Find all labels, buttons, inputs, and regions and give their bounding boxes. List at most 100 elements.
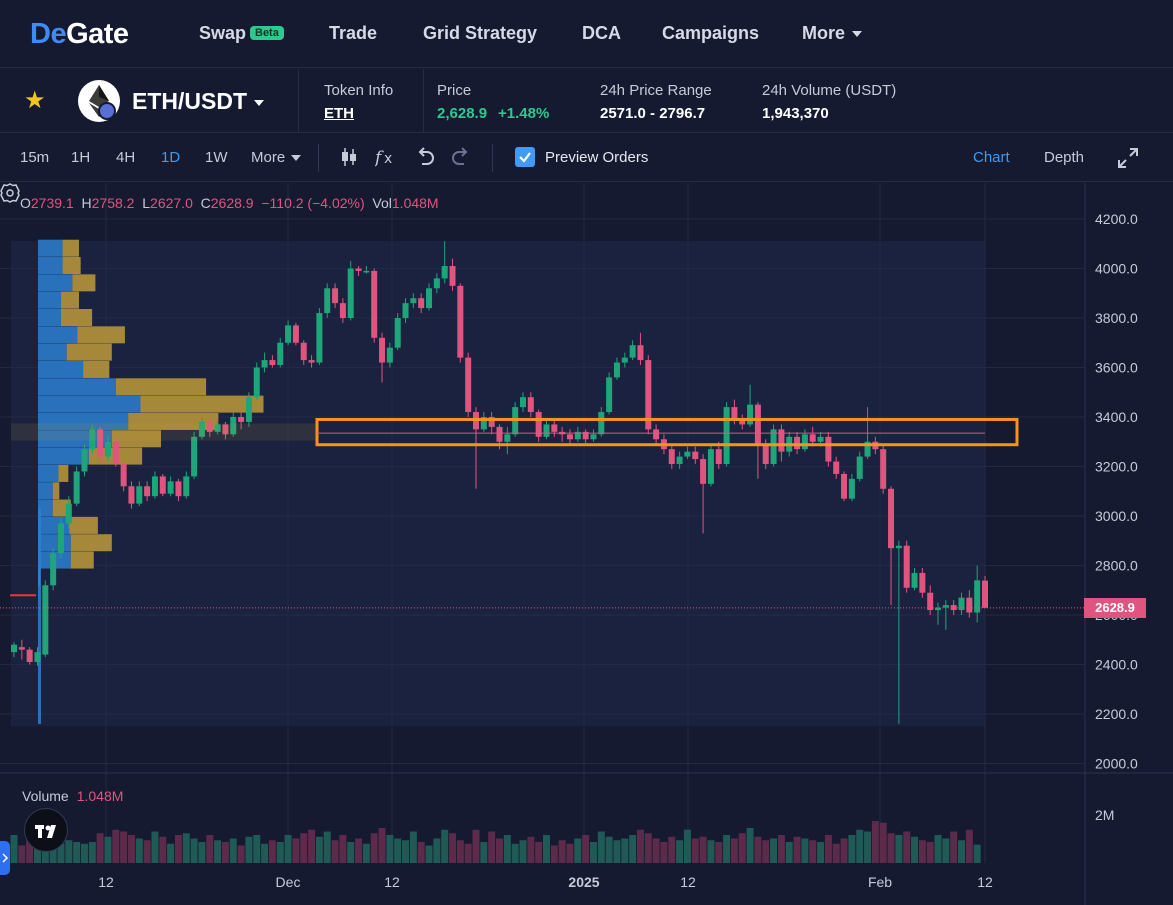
timeframe-1w[interactable]: 1W: [205, 149, 228, 166]
candle-body: [183, 476, 190, 497]
candle-body: [222, 424, 229, 435]
token-info-link[interactable]: ETH: [324, 105, 354, 122]
candle-body: [136, 486, 143, 504]
timeframe-1d[interactable]: 1D: [161, 149, 181, 166]
volume-profile-buy-bar: [38, 412, 129, 430]
candle-body: [433, 278, 440, 289]
volume-bar: [472, 829, 480, 863]
volume-bar: [355, 838, 363, 863]
volume-bar: [456, 840, 464, 863]
volume-bar: [159, 836, 167, 863]
nav-trade[interactable]: Trade: [329, 23, 378, 43]
candle-body: [723, 407, 730, 465]
candle-body: [621, 357, 628, 363]
divider: [423, 69, 424, 133]
volume-bar: [636, 829, 644, 863]
volume-bar: [801, 838, 809, 863]
candle-body: [527, 397, 534, 413]
candle-body: [449, 266, 456, 286]
side-panel-toggle[interactable]: [0, 841, 10, 875]
volume-bar: [362, 843, 370, 863]
volume-bar: [308, 829, 316, 863]
degate-logo[interactable]: DeGate: [30, 18, 129, 50]
candle-body: [167, 481, 174, 494]
volume-bar: [527, 836, 535, 863]
token-info-label: Token Info: [324, 82, 394, 99]
svg-text:x: x: [384, 151, 392, 167]
candle-body: [927, 592, 934, 611]
candle-body: [637, 345, 644, 361]
view-chart-button[interactable]: Chart: [973, 149, 1010, 166]
fullscreen-icon[interactable]: [1117, 147, 1139, 169]
volume-profile-buy-bar: [38, 309, 61, 326]
volume-profile-sell-bar: [66, 343, 112, 361]
candle-body: [676, 456, 683, 465]
timeframe-1h[interactable]: 1H: [71, 149, 91, 166]
candle-body: [89, 429, 96, 450]
candlestick-chart[interactable]: 4200.0 4000.0 3800.0 3600.0 3400.0 3200.0 3000…: [0, 183, 1173, 905]
redo-icon[interactable]: [451, 146, 471, 168]
nav-campaigns[interactable]: Campaigns: [662, 23, 760, 43]
price-range: 2571.0 - 2796.7: [600, 105, 706, 122]
nav-swap[interactable]: Swap: [199, 23, 247, 43]
candlestick-type-icon[interactable]: [340, 146, 358, 168]
tradingview-logo[interactable]: [24, 808, 68, 852]
volume-bar: [864, 831, 872, 863]
price-chart[interactable]: 4200.0 4000.0 3800.0 3600.0 3400.0 3200.0 3000…: [0, 183, 1173, 905]
volume-profile-buy-bar: [38, 482, 53, 500]
volume-bar: [402, 840, 410, 863]
volume-bar: [441, 829, 449, 863]
candle-body: [903, 545, 910, 588]
candle-body: [457, 285, 464, 358]
volume-bar: [699, 836, 707, 863]
volume-bar: [550, 845, 558, 863]
y-tick-label: 3800.0: [1095, 310, 1138, 326]
nav-dca[interactable]: DCA: [582, 23, 621, 43]
volume-profile-sell-bar: [60, 291, 79, 309]
undo-icon[interactable]: [415, 146, 435, 168]
volume-profile-sell-bar: [77, 326, 125, 344]
view-depth-button[interactable]: Depth: [1044, 149, 1085, 166]
volume-profile-buy-bar: [38, 464, 59, 482]
candle-body: [308, 360, 315, 363]
volume-bar: [276, 842, 284, 863]
x-tick-label: 2025: [568, 874, 599, 890]
volume-bar: [151, 831, 159, 863]
nav-more[interactable]: More: [802, 23, 863, 44]
pair-selector[interactable]: ETH/USDT: [132, 88, 264, 115]
candle-body: [371, 270, 378, 338]
preview-orders-label[interactable]: Preview Orders: [545, 149, 649, 166]
candle-body: [707, 449, 714, 484]
volume-bar: [903, 831, 911, 863]
candle-body: [42, 585, 49, 655]
nav-grid-strategy[interactable]: Grid Strategy: [423, 23, 538, 43]
volume-bar: [417, 842, 425, 863]
candle-body: [543, 424, 550, 437]
volume-bar: [621, 838, 629, 863]
ohlc-legend: O2739.1 H2758.2 L2627.0 C2628.9 −110.2 (…: [20, 195, 439, 211]
timeframe-more[interactable]: More: [251, 149, 302, 166]
timeframe-15m[interactable]: 15m: [20, 149, 50, 166]
volume-bar: [96, 833, 104, 863]
volume-bar: [221, 842, 229, 863]
candle-body: [935, 607, 942, 611]
candle-body: [269, 360, 276, 366]
candle-body: [410, 298, 417, 304]
chevron-down-icon: [291, 155, 302, 162]
favorite-star-icon[interactable]: ★: [24, 87, 46, 114]
volume-bar: [887, 833, 895, 863]
candle-body: [332, 288, 339, 304]
candle-body: [57, 523, 64, 554]
candle-body: [731, 407, 738, 420]
preview-orders-checkbox[interactable]: [515, 147, 535, 167]
volume-bar: [182, 833, 190, 863]
volume-profile-tail: [38, 508, 41, 724]
timeframe-4h[interactable]: 4H: [116, 149, 136, 166]
volume-bar: [488, 831, 496, 863]
volume-profile-buy-bar: [38, 499, 53, 517]
chart-settings-gear-icon[interactable]: [0, 183, 20, 203]
candle-body: [426, 288, 433, 309]
candle-body: [97, 429, 104, 457]
